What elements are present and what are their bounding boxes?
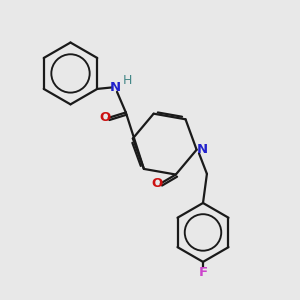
Text: N: N bbox=[196, 143, 208, 156]
Text: H: H bbox=[123, 74, 133, 88]
Text: O: O bbox=[151, 177, 162, 190]
Text: O: O bbox=[99, 111, 110, 124]
Text: N: N bbox=[110, 81, 121, 94]
Text: F: F bbox=[198, 266, 208, 279]
